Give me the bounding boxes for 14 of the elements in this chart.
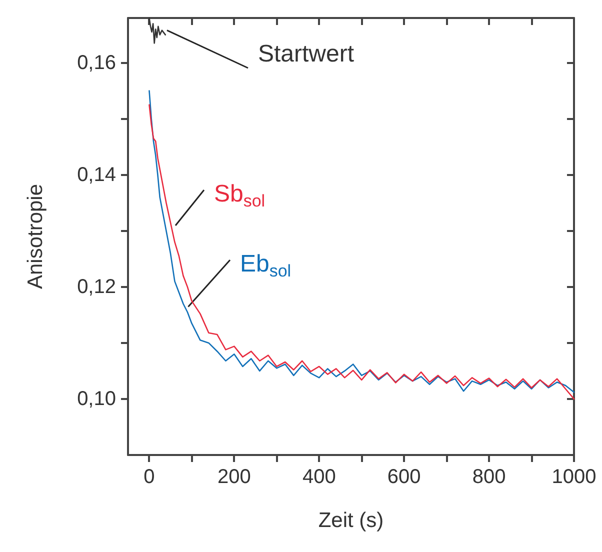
x-tick-label: 400 bbox=[302, 466, 336, 488]
x-tick-label: 800 bbox=[472, 466, 506, 488]
y-tick-label: 0,10 bbox=[77, 388, 116, 410]
y-tick-label: 0,12 bbox=[77, 276, 116, 298]
y-tick-label: 0,14 bbox=[77, 164, 116, 186]
x-axis-title: Zeit (s) bbox=[318, 509, 384, 532]
line-series bbox=[148, 17, 166, 44]
x-tick-label: 200 bbox=[218, 466, 251, 488]
y-tick-label: 0,16 bbox=[77, 52, 116, 74]
y-axis-title: Anisotropie bbox=[24, 184, 47, 290]
text: Startwert bbox=[258, 40, 354, 68]
x-tick-label: 1000 bbox=[552, 466, 596, 488]
x-tick-label: 600 bbox=[387, 466, 421, 488]
x-tick-label: 0 bbox=[144, 466, 155, 488]
